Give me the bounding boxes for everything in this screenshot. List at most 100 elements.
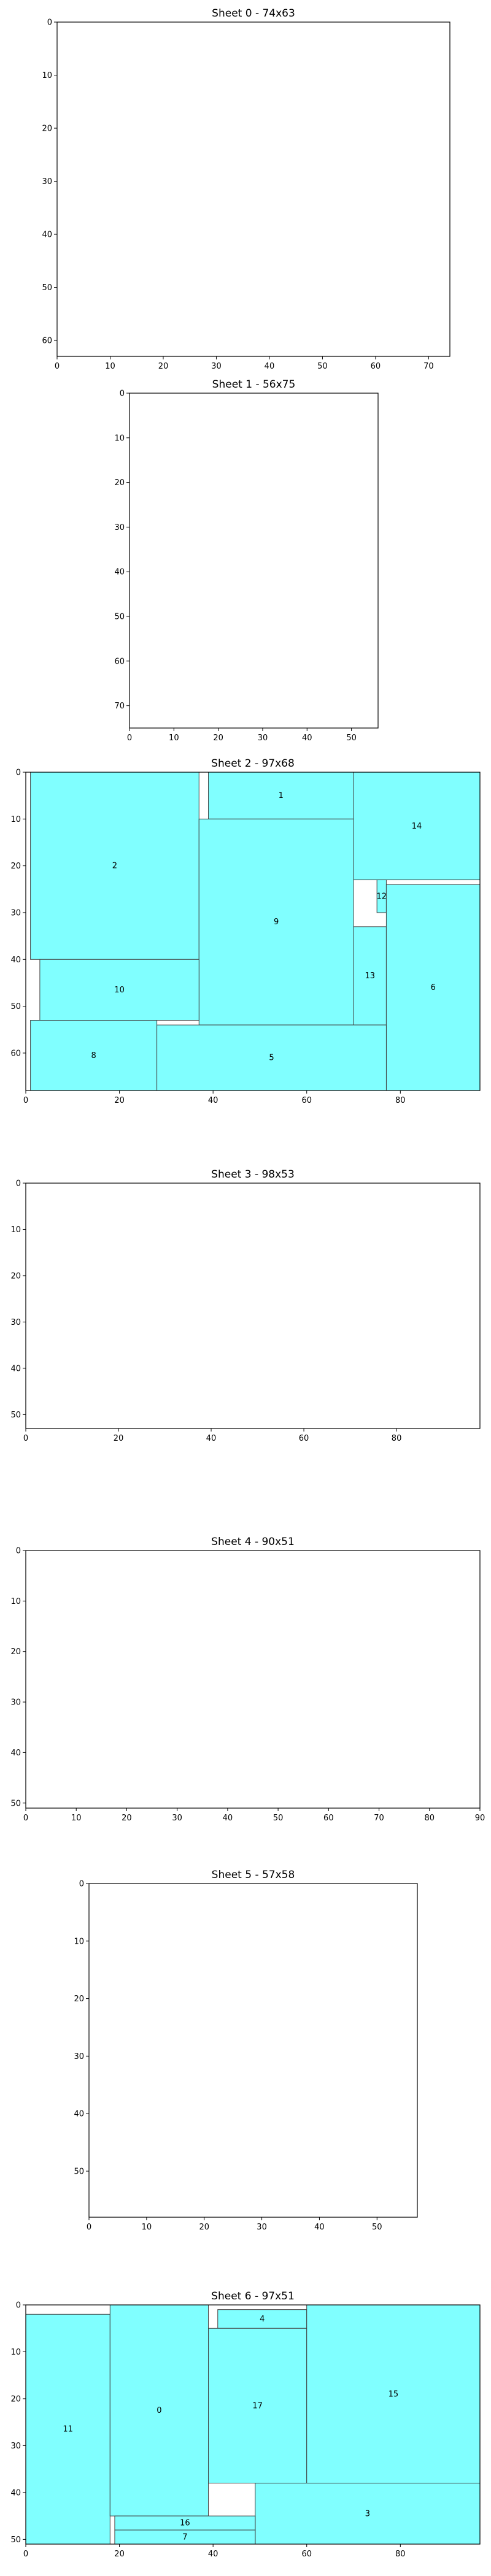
sheet-4-xtick-label-30: 30 (172, 1814, 182, 1823)
sheet-2-piece-label-2: 2 (112, 862, 117, 871)
sheet-2-ytick-label-0: 0 (16, 769, 21, 778)
sheet-5-xtick-label-50: 50 (372, 2223, 382, 2232)
sheet-0-ytick-label-10: 10 (42, 71, 52, 80)
sheet-2-ytick-label-40: 40 (10, 956, 21, 965)
sheet-0-xtick-label-70: 70 (423, 362, 434, 371)
sheet-6-piece-label-0: 0 (157, 2406, 161, 2415)
sheet-3-xtick-label-20: 20 (114, 1434, 124, 1443)
sheet-5-ytick-label-50: 50 (74, 2167, 84, 2176)
sheet-0-xtick-label-0: 0 (55, 362, 60, 371)
sheet-1-ytick-label-20: 20 (114, 478, 125, 488)
sheet-1-xtick-label-10: 10 (169, 734, 179, 743)
sheet-2-xtick-label-20: 20 (114, 1096, 125, 1105)
sheet-5-xtick-label-40: 40 (314, 2223, 325, 2232)
sheet-1-xtick-label-20: 20 (213, 734, 223, 743)
sheet-5-ytick-label-0: 0 (79, 1880, 84, 1889)
sheet-2-piece-label-14: 14 (412, 822, 422, 831)
sheet-3-panel: Sheet 3 - 98x53 0 20 40 60 80 0 10 20 30 40 50 (10, 1168, 481, 1443)
sheet-4-ytick-label-50: 50 (10, 1799, 21, 1808)
sheet-4-title: Sheet 4 - 90x51 (211, 1536, 295, 1548)
sheet-4-ytick-label-40: 40 (10, 1749, 21, 1758)
sheet-6-xtick-label-80: 80 (395, 2550, 406, 2559)
sheet-4-xtick-label-90: 90 (475, 1814, 485, 1823)
sheet-2-xtick-label-80: 80 (395, 1096, 406, 1105)
sheet-4-panel: Sheet 4 - 90x51 0 10 20 30 40 50 60 70 80 90 0 10 20 3… (10, 1536, 485, 1823)
sheet-2-piece-8 (30, 1020, 158, 1091)
sheet-4-ytick-label-10: 10 (10, 1597, 21, 1606)
sheet-1-ytick-label-10: 10 (114, 434, 125, 443)
sheet-6-xtick-label-20: 20 (114, 2550, 125, 2559)
sheet-3-ytick-label-20: 20 (10, 1271, 21, 1281)
sheet-2-ytick-label-10: 10 (10, 815, 21, 824)
sheet-6-ytick-label-40: 40 (10, 2488, 21, 2497)
sheet-4-ytick-label-0: 0 (16, 1547, 21, 1556)
sheet-6-piece-11 (25, 2313, 110, 2545)
sheet-4-xtick-label-0: 0 (23, 1814, 28, 1823)
sheet-2-piece-label-9: 9 (274, 918, 279, 927)
sheet-2-piece-label-6: 6 (431, 983, 436, 992)
sheet-5-xtick-label-10: 10 (142, 2223, 152, 2232)
sheet-3-xtick-label-80: 80 (392, 1434, 402, 1443)
sheet-5-ytick-label-20: 20 (74, 1995, 84, 2004)
sheet-5-xtick-label-30: 30 (257, 2223, 267, 2232)
sheet-5-ytick-label-40: 40 (74, 2110, 84, 2119)
sheet-2-xtick-label-40: 40 (208, 1096, 218, 1105)
sheet-2-axes-frame (25, 772, 481, 1091)
sheet-1-title: Sheet 1 - 56x75 (212, 378, 296, 391)
sheet-2-piece-label-8: 8 (91, 1051, 96, 1060)
sheet-4-axes-frame (25, 1550, 481, 1809)
sheet-4-xtick-label-40: 40 (223, 1814, 233, 1823)
sheet-6-piece-0 (109, 2304, 209, 2517)
sheet-3-xtick-label-60: 60 (299, 1434, 309, 1443)
sheet-1-ytick-label-0: 0 (120, 389, 125, 399)
sheet-1-panel: Sheet 1 - 56x75 0 10 20 30 40 50 0 10 20 30 40 50 60 7… (114, 378, 379, 743)
sheet-6-xtick-label-40: 40 (208, 2550, 218, 2559)
sheet-2-ytick-label-20: 20 (10, 862, 21, 871)
sheet-6-piece-4 (217, 2309, 307, 2329)
sheet-5-ytick-label-10: 10 (74, 1937, 84, 1946)
sheet-3-ytick-label-30: 30 (10, 1318, 21, 1327)
sheet-0-axes-frame (56, 21, 450, 357)
sheet-6-ytick-label-20: 20 (10, 2394, 21, 2404)
sheet-5-panel: Sheet 5 - 57x58 0 10 20 30 40 50 0 10 20 30 40 50 (74, 1869, 418, 2232)
sheet-4-xtick-label-10: 10 (71, 1814, 82, 1823)
sheet-0-xtick-label-30: 30 (211, 362, 222, 371)
sheet-1-axes-frame (129, 393, 379, 729)
sheet-6-axes-frame (25, 2304, 481, 2545)
sheet-2-piece-label-1: 1 (279, 791, 284, 800)
sheet-6-piece-label-3: 3 (365, 2509, 370, 2518)
sheet-5-xtick-label-0: 0 (87, 2223, 91, 2232)
sheet-6-piece-label-4: 4 (260, 2315, 265, 2324)
sheet-2-piece-9 (198, 818, 354, 1025)
sheet-6-piece-15 (306, 2304, 481, 2484)
sheet-0-ytick-label-50: 50 (42, 283, 52, 293)
sheet-4-xtick-label-80: 80 (425, 1814, 435, 1823)
sheet-6-ytick-label-30: 30 (10, 2442, 21, 2451)
sheet-6-xtick-label-0: 0 (23, 2550, 28, 2559)
sheet-5-axes-frame (88, 1883, 418, 2218)
sheet-2-piece-6 (385, 884, 481, 1091)
sheet-1-xtick-label-40: 40 (302, 734, 312, 743)
sheet-6-piece-label-16: 16 (180, 2519, 190, 2528)
sheet-3-ytick-label-50: 50 (10, 1411, 21, 1420)
sheet-4-ytick-label-30: 30 (10, 1698, 21, 1708)
sheet-6-piece-17 (208, 2328, 307, 2484)
sheet-4-xtick-label-50: 50 (273, 1814, 284, 1823)
sheet-0-ytick-label-0: 0 (47, 18, 52, 28)
sheet-6-piece-label-17: 17 (252, 2401, 263, 2410)
sheet-6-ytick-label-10: 10 (10, 2348, 21, 2357)
sheet-3-ytick-label-10: 10 (10, 1225, 21, 1235)
sheet-1-ytick-label-40: 40 (114, 568, 125, 577)
sheet-2-ytick-label-50: 50 (10, 1002, 21, 1011)
sheet-1-xtick-label-0: 0 (127, 734, 132, 743)
sheet-0-panel: Sheet 0 - 74x63 0 10 20 30 40 50 60 70 0 10 20 30 40 5… (42, 7, 450, 371)
sheet-6-xtick-label-60: 60 (301, 2550, 312, 2559)
sheet-6-ytick-label-0: 0 (16, 2301, 21, 2310)
sheet-2-title: Sheet 2 - 97x68 (211, 757, 295, 770)
sheet-1-xtick-label-50: 50 (346, 734, 357, 743)
sheet-6-piece-label-11: 11 (63, 2425, 73, 2434)
sheet-3-axes-frame (25, 1183, 481, 1429)
sheet-2-piece-label-10: 10 (114, 986, 125, 995)
